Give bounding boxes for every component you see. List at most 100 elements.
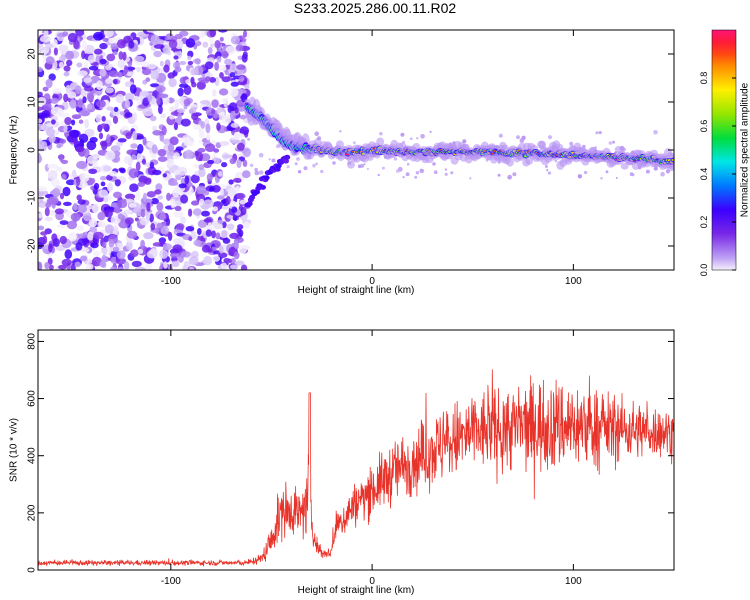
noise-blob (230, 139, 241, 144)
noise-speckle (405, 172, 410, 177)
snr-xtick-label: 100 (565, 576, 582, 587)
noise-blob (45, 127, 55, 137)
noise-blob (137, 248, 144, 254)
noise-blob (146, 250, 158, 259)
noise-speckle (294, 162, 298, 166)
snr-background (38, 330, 674, 570)
noise-speckle (444, 168, 447, 171)
noise-blob (236, 142, 245, 151)
noise-blob (222, 154, 233, 159)
noise-speckle (286, 165, 290, 169)
noise-blob (101, 141, 108, 151)
noise-blob (207, 159, 215, 165)
noise-blob (64, 249, 73, 260)
noise-blob (236, 133, 245, 138)
noise-blob (142, 192, 147, 203)
noise-blob (71, 119, 76, 126)
noise-blob (45, 78, 53, 89)
noise-blob (207, 222, 212, 231)
noise-speckle (320, 169, 324, 174)
noise-blob (136, 66, 142, 73)
noise-blob (160, 225, 169, 235)
snr-series-line (38, 369, 674, 567)
noise-blob (130, 249, 139, 257)
noise-blob (146, 202, 151, 212)
noise-blob (235, 192, 246, 200)
noise-speckle (605, 170, 609, 174)
noise-blob (162, 173, 167, 178)
noise-blob (126, 149, 137, 156)
noise-blob (231, 206, 238, 213)
noise-blob (168, 181, 179, 186)
noise-blob (145, 77, 151, 82)
noise-blob (116, 266, 125, 270)
noise-blob (125, 209, 132, 215)
noise-blob (180, 177, 185, 185)
noise-blob (211, 230, 217, 239)
noise-blob (187, 60, 194, 66)
noise-speckle (415, 171, 420, 175)
noise-blob (52, 187, 61, 198)
noise-speckle (548, 135, 552, 140)
noise-blob (38, 186, 48, 192)
noise-blob (58, 61, 64, 69)
colorbar (711, 29, 737, 271)
noise-blob (128, 40, 135, 49)
noise-blob (82, 96, 87, 104)
noise-blob (230, 264, 238, 270)
noise-blob (75, 85, 82, 95)
noise-blob (235, 185, 241, 194)
noise-blob (45, 43, 50, 54)
noise-blob (106, 53, 116, 62)
noise-blob (199, 100, 211, 105)
noise-blob (71, 114, 82, 120)
noise-blob (220, 262, 228, 270)
noise-blob (180, 251, 191, 258)
noise-blob (235, 44, 244, 52)
noise-blob (172, 244, 183, 253)
ridge-halo-blob (506, 157, 514, 167)
noise-blob (180, 118, 191, 127)
noise-blob (103, 235, 109, 243)
noise-speckle (433, 170, 438, 174)
noise-blob (227, 187, 237, 197)
noise-blob (156, 96, 161, 106)
noise-blob (38, 112, 48, 118)
noise-blob (70, 212, 81, 222)
noise-blob (59, 138, 67, 144)
noise-blob (221, 162, 228, 168)
noise-blob (99, 58, 107, 65)
noise-blob (242, 170, 251, 179)
noise-blob (143, 232, 154, 240)
noise-blob (48, 264, 54, 270)
noise-blob (224, 58, 233, 66)
noise-blob (77, 98, 84, 108)
noise-speckle (360, 163, 365, 168)
noise-blob (194, 66, 199, 76)
noise-blob (180, 194, 189, 204)
noise-blob (171, 260, 180, 268)
noise-blob (237, 80, 248, 86)
noise-speckle (303, 166, 308, 171)
snr-xtick-label: -100 (161, 576, 181, 587)
noise-blob (174, 205, 182, 212)
noise-blob (38, 225, 45, 231)
snr-plot-area (38, 369, 674, 567)
colorbar-tick-label: 0.6 (699, 120, 709, 133)
noise-blob (162, 96, 170, 105)
noise-blob (69, 99, 77, 109)
noise-blob (137, 143, 144, 154)
noise-blob (73, 39, 80, 50)
noise-blob (131, 154, 137, 161)
noise-blob (218, 252, 228, 258)
noise-blob (118, 51, 124, 60)
noise-blob (157, 195, 163, 200)
noise-blob (219, 72, 224, 79)
noise-blob (93, 182, 100, 190)
spectrogram-ylabel: Frequency (Hz) (9, 116, 20, 185)
noise-speckle (254, 167, 258, 172)
noise-blob (242, 159, 248, 167)
noise-blob (63, 65, 71, 72)
noise-blob (93, 48, 103, 55)
noise-blob (221, 76, 231, 83)
